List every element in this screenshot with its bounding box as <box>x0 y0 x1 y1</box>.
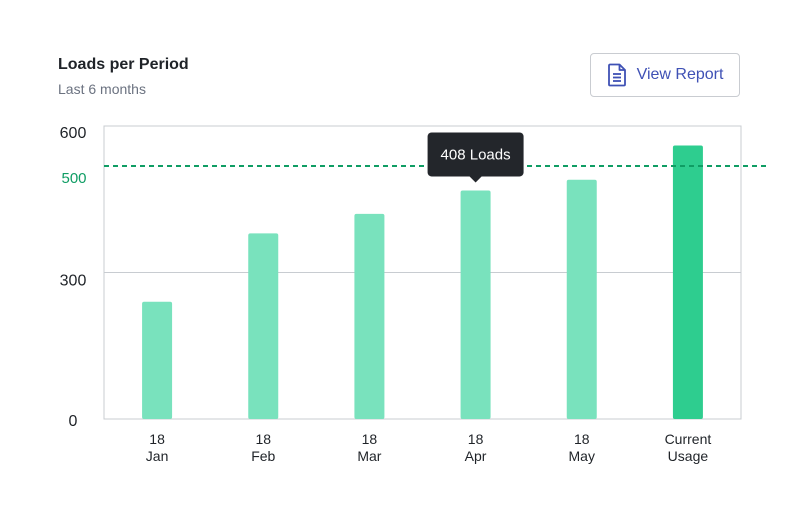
x-tick-label: 18 <box>468 431 484 447</box>
x-tick-label: Current <box>665 431 712 447</box>
document-icon <box>607 63 627 87</box>
view-report-button[interactable]: View Report <box>590 53 740 97</box>
bar-3 <box>460 190 491 419</box>
x-tick-label: Feb <box>251 448 275 464</box>
threshold-label: 500 <box>61 170 86 187</box>
x-tick-label: Mar <box>357 448 381 464</box>
chart-subtitle: Last 6 months <box>58 81 146 97</box>
x-tick-label: 18 <box>149 431 165 447</box>
bar-0 <box>142 301 173 419</box>
y-tick-label: 0 <box>69 413 78 430</box>
tooltip-arrow <box>469 176 482 183</box>
tooltip-text: 408 Loads <box>441 146 511 163</box>
bar-2 <box>354 213 385 419</box>
x-tick-label: 18 <box>255 431 271 447</box>
x-tick-label: May <box>569 448 595 464</box>
bar-1 <box>248 233 279 419</box>
x-tick-label: Jan <box>146 448 169 464</box>
y-tick-label: 300 <box>60 273 87 290</box>
bar-4 <box>566 179 597 419</box>
x-tick-label: 18 <box>574 431 590 447</box>
view-report-label: View Report <box>636 66 724 83</box>
bar-5 <box>672 145 703 420</box>
chart-title: Loads per Period <box>58 56 189 73</box>
x-tick-label: 18 <box>362 431 378 447</box>
y-tick-label: 600 <box>60 125 87 142</box>
x-tick-label: Apr <box>465 448 487 464</box>
tooltip-box <box>427 132 524 177</box>
x-tick-label: Usage <box>668 448 709 464</box>
